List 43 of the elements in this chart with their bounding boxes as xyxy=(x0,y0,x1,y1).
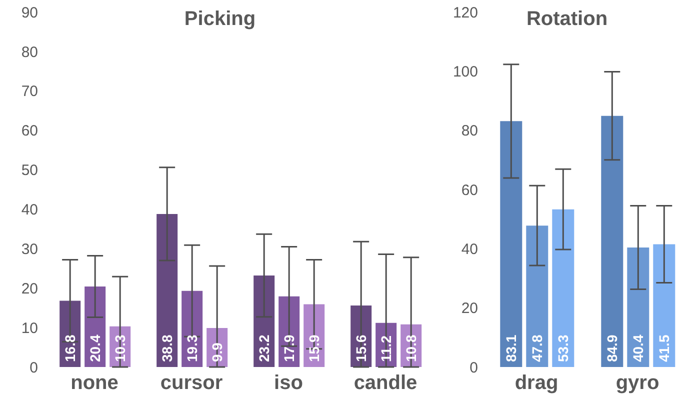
data-label: 20.4 xyxy=(87,334,104,362)
y-tick-label: 20 xyxy=(21,280,38,298)
y-tick-label: 80 xyxy=(461,122,478,140)
data-label: 53.3 xyxy=(555,334,572,362)
x-tick-label: iso xyxy=(274,372,303,394)
data-label: 40.4 xyxy=(630,334,646,362)
y-tick-label: 100 xyxy=(452,63,478,80)
y-tick-label: 40 xyxy=(21,202,38,219)
y-tick-label: 20 xyxy=(461,300,478,318)
chart-title: Picking xyxy=(184,8,256,30)
data-label: 23.2 xyxy=(256,334,272,362)
data-label: 10.8 xyxy=(403,334,420,362)
data-label: 17.9 xyxy=(281,334,298,362)
data-label: 10.3 xyxy=(112,334,128,362)
y-tick-label: 0 xyxy=(30,359,38,376)
data-label: 15.9 xyxy=(306,334,322,362)
data-label: 16.8 xyxy=(62,334,78,362)
data-label: 38.8 xyxy=(159,334,176,362)
x-tick-label: drag xyxy=(514,372,558,394)
x-tick-label: cursor xyxy=(160,372,223,394)
y-tick-label: 70 xyxy=(21,83,38,100)
y-tick-label: 60 xyxy=(461,182,478,199)
data-label: 47.8 xyxy=(529,334,546,362)
x-tick-label: gyro xyxy=(616,372,660,394)
y-tick-label: 90 xyxy=(21,4,38,22)
data-label: 11.2 xyxy=(378,335,394,362)
y-tick-label: 10 xyxy=(21,320,38,337)
y-tick-label: 60 xyxy=(21,122,38,140)
y-tick-label: 30 xyxy=(21,240,38,258)
data-label: 15.6 xyxy=(353,334,370,362)
y-tick-label: 40 xyxy=(461,240,478,258)
chart-title: Rotation xyxy=(526,8,608,30)
data-label: 41.5 xyxy=(656,334,672,362)
y-tick-label: 120 xyxy=(452,4,478,22)
data-label: 84.9 xyxy=(604,334,620,362)
x-tick-label: none xyxy=(70,372,118,394)
y-tick-label: 50 xyxy=(21,162,38,180)
data-label: 19.3 xyxy=(184,334,200,362)
y-tick-label: 80 xyxy=(21,44,38,61)
data-label: 83.1 xyxy=(503,334,520,362)
x-tick-label: candle xyxy=(354,372,418,394)
y-tick-label: 0 xyxy=(470,359,478,376)
data-label: 9.9 xyxy=(209,342,226,362)
